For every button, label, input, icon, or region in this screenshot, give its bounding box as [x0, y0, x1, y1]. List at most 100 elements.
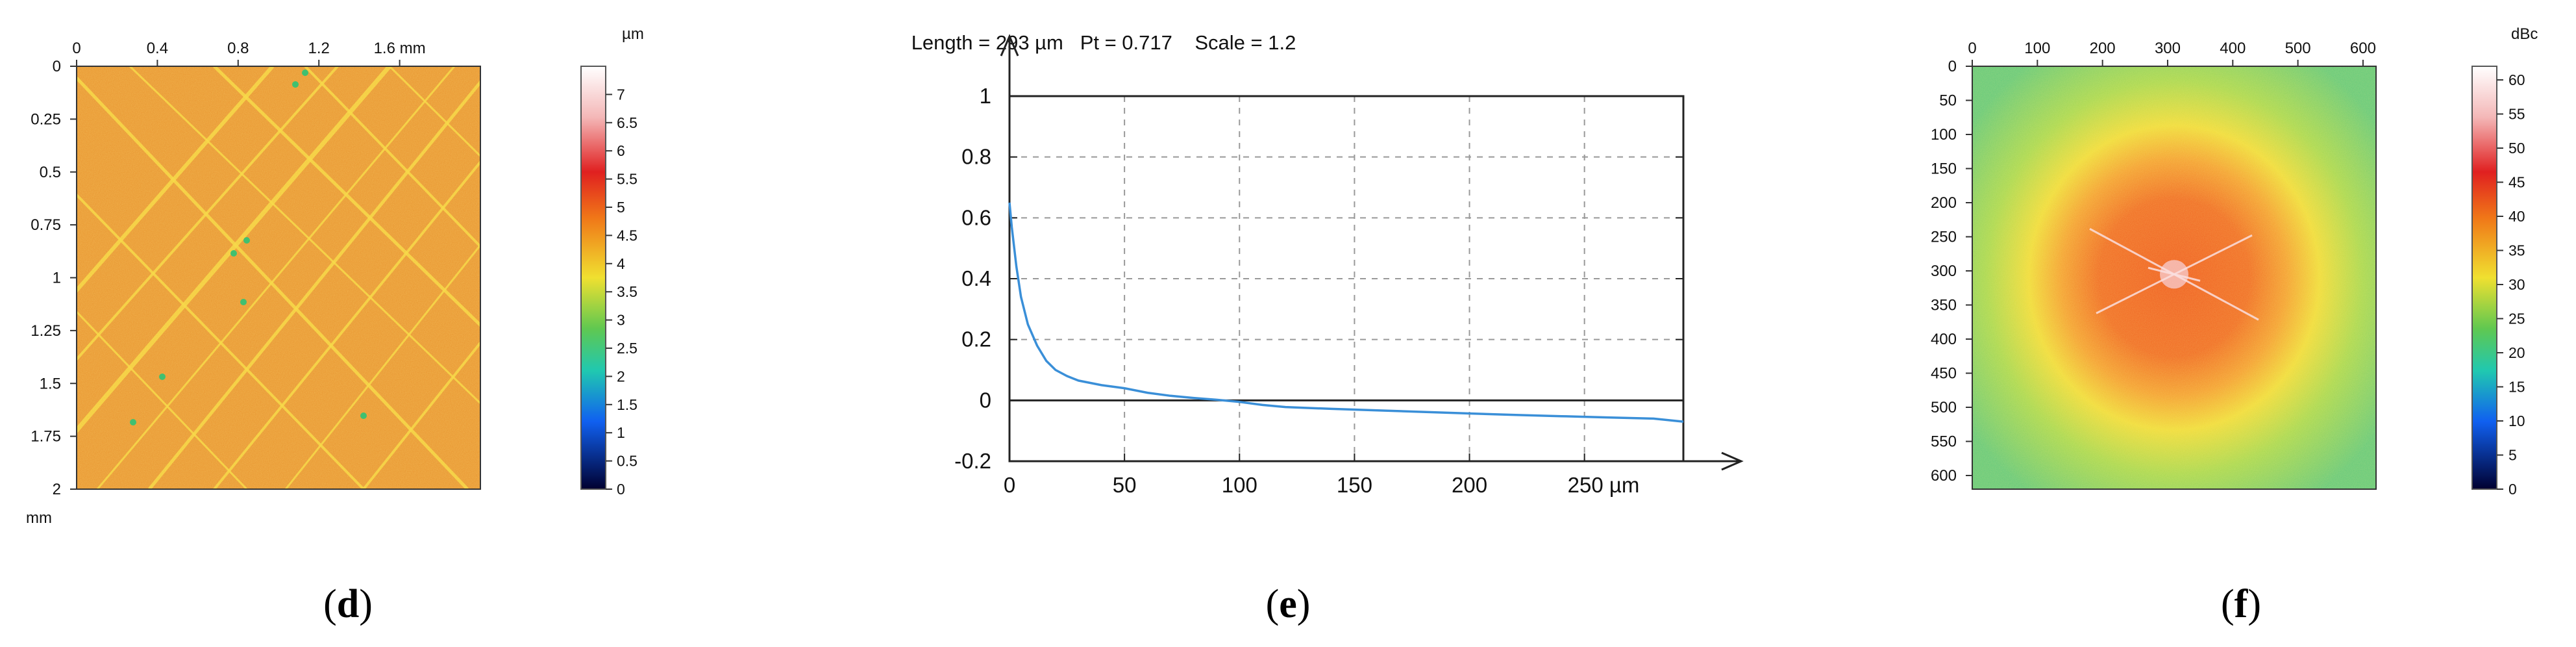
x-tick-label: 50	[1113, 473, 1137, 497]
x-tick-label: 0	[72, 40, 80, 57]
y-tick-label: 550	[1931, 433, 1957, 451]
y-tick-label: 350	[1931, 297, 1957, 314]
y-tick-label: 0.5	[40, 164, 61, 181]
colorbar-tick-label: 0	[2508, 481, 2517, 498]
colorbar-tick-label: 45	[2508, 174, 2525, 191]
y-tick-label: 0.8	[961, 145, 991, 169]
x-tick-label: 200	[2090, 40, 2116, 57]
x-tick-label: 1.6 mm	[374, 40, 426, 57]
colorbar-tick-label: 20	[2508, 344, 2525, 361]
x-tick-label: 250 µm	[1568, 473, 1640, 497]
y-axis-ticks: 0 50 100 150 200 250 300 350 400 450 500 550 600	[1931, 58, 1972, 485]
defect-spot	[360, 412, 367, 419]
caption-e: (e)	[1266, 582, 1311, 626]
defect-spot	[240, 299, 247, 305]
y-tick-label: 200	[1931, 194, 1957, 212]
y-tick-label: 1.5	[40, 375, 61, 392]
y-tick-label: 250	[1931, 229, 1957, 246]
x-tick-label: 500	[2285, 40, 2311, 57]
fft-center-star	[2089, 227, 2259, 321]
colorbar-tick-label: 10	[2508, 412, 2525, 429]
x-axis-ticks: 0 50 100 150 200 250 µm	[1004, 453, 1640, 497]
caption-f: (f)	[2221, 582, 2261, 626]
colorbar	[580, 66, 606, 490]
y-tick-label: 2	[53, 481, 61, 498]
colorbar-tick-label: 35	[2508, 242, 2525, 259]
x-axis-ticks: 0 0.4 0.8 1.2 1.6 mm	[72, 40, 426, 66]
y-tick-label: 100	[1931, 126, 1957, 144]
defect-spot	[243, 237, 250, 244]
y-tick-label: 0.4	[961, 266, 991, 290]
y-tick-label: 1	[53, 270, 61, 287]
y-tick-label: 0.75	[31, 216, 61, 234]
y-tick-label: 1.25	[31, 322, 61, 340]
x-tick-label: 0	[1968, 40, 1976, 57]
colorbar-tick-label: 4.5	[617, 227, 638, 244]
y-tick-label: 1	[980, 84, 991, 108]
y-tick-label: 150	[1931, 160, 1957, 178]
x-tick-label: 0.8	[227, 40, 249, 57]
defect-spot	[130, 419, 136, 425]
colorbar-unit: dBc	[2511, 25, 2538, 43]
colorbar-tick-label: 6	[617, 142, 625, 159]
colorbar-tick-label: 5	[2508, 447, 2517, 464]
y-tick-label: 0	[53, 58, 61, 75]
y-tick-label: 400	[1931, 331, 1957, 348]
y-tick-label: 0.25	[31, 110, 61, 128]
colorbar-tick-label: 2	[617, 368, 625, 385]
panel-e: Length = 293 µm Pt = 0.717 Scale = 1.2 0…	[911, 31, 1744, 626]
x-tick-label: 400	[2220, 40, 2246, 57]
y-tick-label: 0	[980, 388, 991, 412]
colorbar-tick-label: 3	[617, 312, 625, 329]
colorbar-tick-label: 60	[2508, 71, 2525, 88]
x-tick-label: 600	[2350, 40, 2376, 57]
y-tick-label: 1.75	[31, 428, 61, 446]
defect-spot	[302, 70, 308, 76]
y-tick-label: 600	[1931, 467, 1957, 485]
x-tick-label: 100	[1222, 473, 1257, 497]
x-tick-label: 200	[1452, 473, 1487, 497]
colorbar-tick-label: 15	[2508, 379, 2525, 396]
y-tick-label: 500	[1931, 399, 1957, 416]
colorbar-tick-label: 30	[2508, 276, 2525, 293]
y-tick-label: 0	[1948, 58, 1957, 75]
defect-spot	[159, 374, 166, 380]
y-axis-unit: mm	[26, 509, 52, 527]
x-axis-arrowhead	[1721, 451, 1744, 471]
fft-map-frame	[1972, 66, 2377, 490]
y-tick-label: 450	[1931, 365, 1957, 383]
colorbar-tick-label: 1	[617, 424, 625, 441]
colorbar-tick-label: 6.5	[617, 114, 638, 131]
colorbar-tick-label: 5.5	[617, 171, 638, 188]
x-tick-label: 0.4	[147, 40, 168, 57]
x-tick-label: 100	[2024, 40, 2050, 57]
y-tick-label: -0.2	[954, 449, 991, 473]
y-axis-arrowhead	[1000, 34, 1019, 57]
x-tick-label: 0	[1004, 473, 1015, 497]
y-axis-ticks: 0 0.25 0.5 0.75 1 1.25 1.5 1.75 2	[31, 58, 77, 498]
panel-d: 0 0.4 0.8 1.2 1.6 mm 0 0.25 0.5 0.75 1 1.25 1.5 1.7…	[26, 25, 644, 626]
autocorrelation-line	[1008, 202, 1684, 423]
y-tick-label: 0.2	[961, 327, 991, 351]
chart-title: Length = 293 µm Pt = 0.717 Scale = 1.2	[911, 31, 1296, 54]
y-tick-label: 300	[1931, 262, 1957, 280]
y-axis-ticks: 1 0.8 0.6 0.4 0.2 0 -0.2	[954, 84, 1683, 473]
gridlines	[1009, 96, 1683, 461]
colorbar-ticks: 7 6.5 6 5.5 5 4.5 4 3.5 3 2.5 2 1.5 1 0.5 0	[606, 86, 638, 498]
colorbar-tick-label: 50	[2508, 140, 2525, 157]
panel-f: 0 100 200 300 400 500 600 05010015020025030035…	[1931, 25, 2538, 626]
x-tick-label: 150	[1337, 473, 1372, 497]
colorbar-tick-label: 40	[2508, 208, 2525, 225]
surface-map	[77, 66, 480, 489]
caption-d: (d)	[323, 582, 373, 626]
colorbar	[2471, 66, 2497, 490]
surface-texture	[77, 66, 480, 489]
colorbar-unit: µm	[622, 25, 644, 43]
star-ray	[2148, 266, 2201, 282]
fft-map	[1972, 66, 2376, 489]
y-tick-label: 0.6	[961, 205, 991, 229]
y-tick-label: 50	[1939, 92, 1957, 110]
defect-spot	[230, 250, 237, 257]
